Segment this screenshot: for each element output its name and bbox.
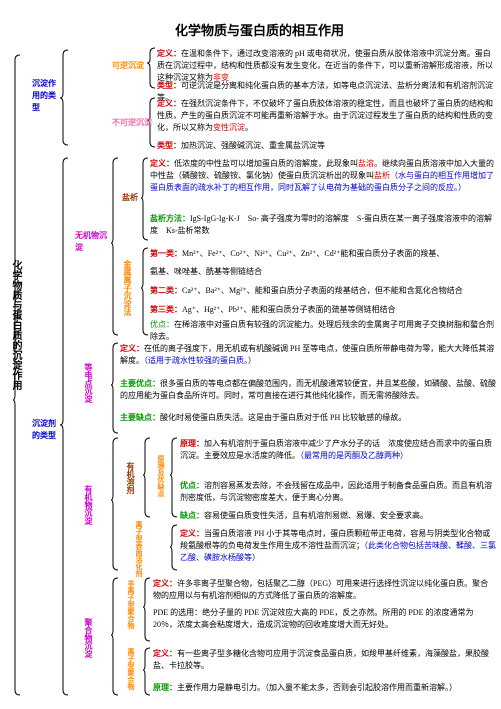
ionic-surf-label: 离子型表面活化剂 [122,521,144,577]
iep-def: 定义：在低的离子强度下，用无机或有机酸碱调 PH 至等电点，使蛋白质所带静电荷为… [120,343,496,367]
ionic-poly-label: 离子型聚合物 [122,648,136,690]
class1: 第一类：Mn²⁺、Fe²⁺、Co²⁺、Ni²⁺、Cu²⁺、Zn²⁺、Cd²⁺能和… [150,248,496,260]
class1-extra: 氨基、咪唑基、酰基等侧链结合 [150,266,496,278]
page-title: 化学物质与蛋白质的相互作用 [175,20,344,39]
organic-label: 有机物沉淀 [80,485,94,525]
irreversible-label: 不可逆沉淀 [112,117,152,129]
ionic-poly-def: 定义：有一些离子型多糖化含物可应用于沉淀食品蛋白质，如羧甲基纤维素，海藻酸盐，果… [153,648,496,672]
polymer-label: 聚合物沉淀 [80,618,94,658]
nonionic-label: 非离子型聚合物 [122,580,136,629]
solvent-def-label: 原理及优缺点 [152,455,166,497]
types-label: 沉淀作用的类型 [32,78,60,114]
salting-def: 定义：低浓度的中性盐可以增加蛋白质的溶解度，此现象叫盐溶。继续向蛋白质溶液中加入… [150,158,496,194]
main-vertical-label: 化学物质与蛋白质的沉淀作用 [8,260,23,390]
irreversible-def: 定义：在强烈沉淀条件下，不仅破坏了蛋白质胶体溶液的稳定性，而且也破坏了蛋白质的结… [157,98,497,134]
irreversible-types: 类型：加热沉淀、强酸碱沉淀、重金属盐沉淀等 [157,140,497,152]
iep-label: 等电点沉淀 [80,363,94,403]
solvent-dis: 缺点：容易使蛋白质变性失活，且有机溶剂易燃、易爆、安全要求高。 [180,510,496,522]
reversible-label: 可逆沉淀 [112,60,144,72]
iep-dis: 主要缺点：酸化时易使蛋白质失活。这是由于蛋白质对于低 PH 比较敏感的缘故。 [120,412,496,424]
iep-adv: 主要优点：很多蛋白质的等电点都在偏酸范围内，而无机酸通常较便宜，并且某些酸，如磷… [120,378,496,402]
ionic-surf-def: 定义：当蛋白质溶液 PH 小于其等电点时，蛋白质颗粒带正电荷，容易与阴类型化合物… [180,528,496,564]
inorganic-label: 无机物沉淀 [75,230,107,254]
class3: 第三类：Ag⁺、Hg²⁺、Pb²⁺、能和蛋白质分子表面的巯基等侧链相结合 [150,304,496,316]
metal-label: 金属离子沉淀法 [119,260,133,316]
salting-label: 盐析 [122,192,138,204]
reversible-def: 定义：在温和条件下，通过改变溶液的 pH 或电荷状况，使蛋白质从胶体溶液中沉淀分… [157,48,497,84]
solvent-def: 原理：加入有机溶剂于蛋白质溶液中减少了产水分子的话 浓度使应结合而求中的蛋白质沉… [180,438,496,462]
solvent-label: 有机溶剂 [122,462,136,494]
solvent-adv: 优点：溶剂容易蒸发去除，不会残留在成品中，因此适用于制备食品蛋白质。而且有机溶剂… [180,480,496,504]
nonionic-extra: PDE 的选用：绝分子量的 PDE 沉淀效应大高的 PDE，反之亦然。所用的 P… [153,607,496,631]
nonionic-def: 定义：许多非离子型聚合物，包括聚乙二醇（PEG）可用来进行选择性沉淀以纯化蛋白质… [153,578,496,602]
advantage: 优点：在稀溶液中对蛋白质有较强的沉淀能力。处理后残余的金属离子可用离子交换树脂和… [150,319,496,343]
agents-label: 沉淀剂的类型 [32,418,60,442]
class2: 第二类：Ca²⁺、Ba²⁺、Mg²⁺、能和蛋白质分子表面的羧基结合，但不能和含氮… [150,285,496,297]
salting-method: 盐析方法：IgS-IgG-Ig-K-J So- 高子强度为零时的溶解度 S-蛋白… [150,213,496,237]
ionic-poly-principle: 原理：主要作用力是静电引力。（加入量不能太多，否则会引起胶溶作用而重新溶解。） [153,682,496,694]
